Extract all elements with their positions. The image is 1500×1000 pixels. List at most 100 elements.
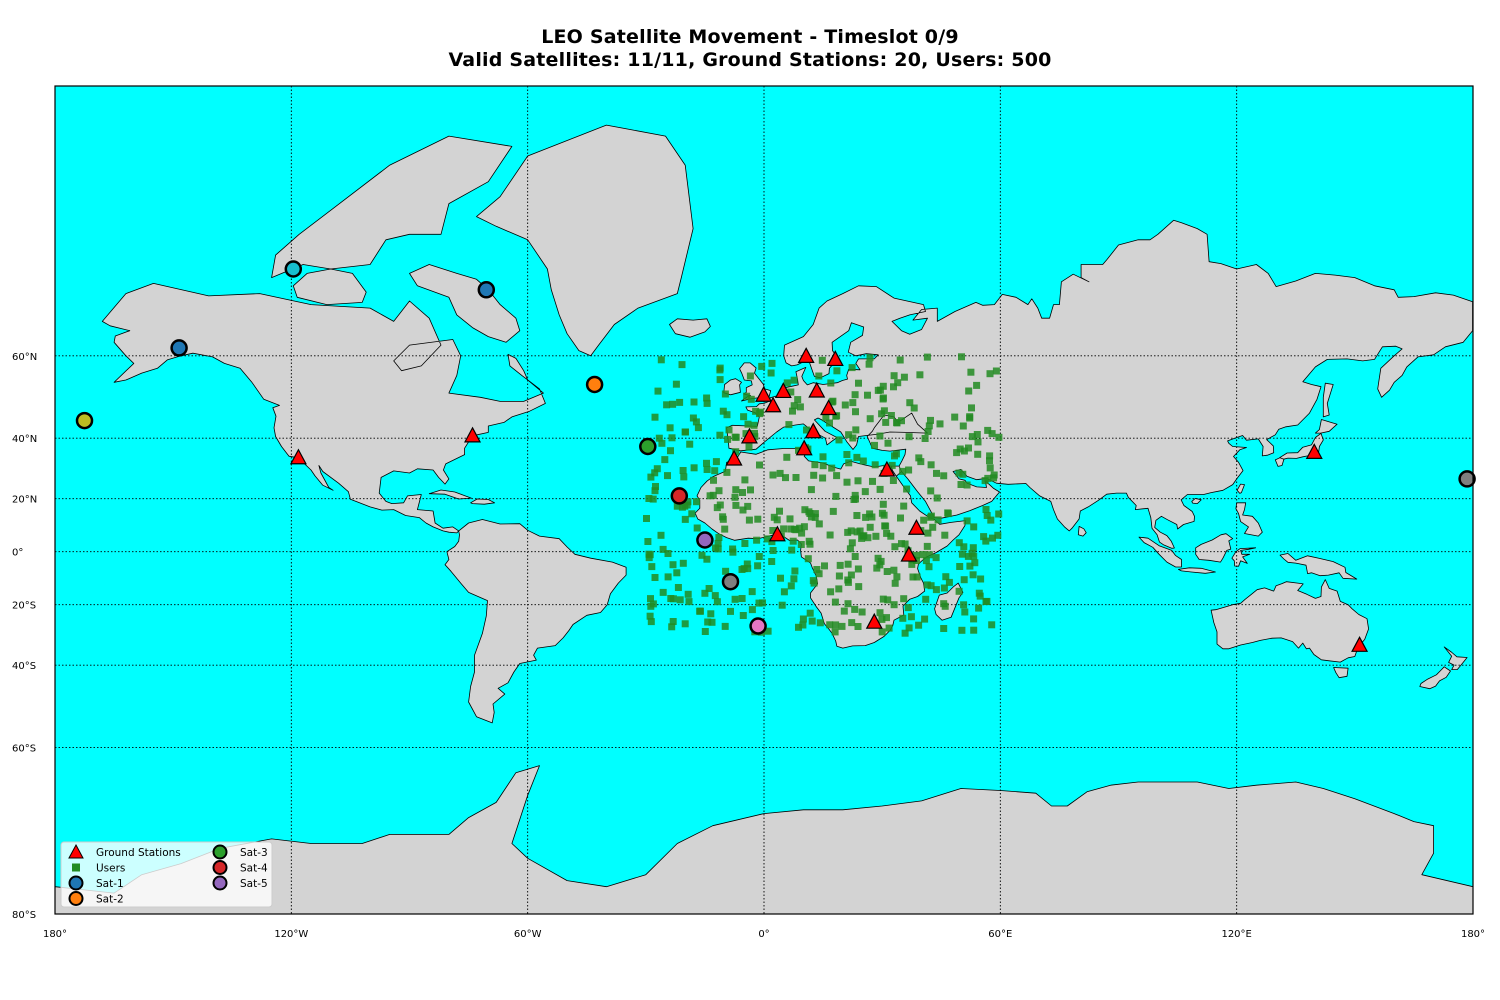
land-sakhalin bbox=[1322, 382, 1334, 418]
ground-station-marker bbox=[808, 381, 826, 398]
user-marker bbox=[673, 502, 681, 510]
user-marker bbox=[780, 588, 788, 596]
user-marker bbox=[829, 397, 837, 405]
ground-station-marker bbox=[1305, 443, 1323, 459]
user-marker bbox=[753, 536, 761, 544]
user-marker bbox=[649, 600, 657, 608]
lat-tick-label: 60°S bbox=[12, 744, 36, 755]
user-marker bbox=[651, 487, 659, 495]
land-south-america bbox=[444, 519, 627, 724]
lat-tick-label: 40°N bbox=[12, 434, 37, 445]
user-marker bbox=[690, 398, 698, 406]
user-marker bbox=[744, 565, 752, 573]
user-marker bbox=[805, 537, 813, 545]
user-marker bbox=[925, 422, 933, 430]
user-marker bbox=[960, 447, 968, 455]
land-sulawesi bbox=[1231, 547, 1256, 567]
ground-station-marker bbox=[797, 347, 815, 363]
land-australia bbox=[1210, 579, 1369, 663]
satellite-legend-icon bbox=[212, 875, 228, 891]
user-marker bbox=[827, 588, 835, 596]
user-marker bbox=[853, 512, 861, 519]
user-marker bbox=[783, 379, 791, 387]
lon-tick-label: 0° bbox=[758, 929, 769, 940]
user-marker bbox=[668, 434, 676, 442]
user-marker bbox=[868, 513, 876, 521]
user-marker bbox=[897, 514, 904, 522]
user-marker bbox=[879, 394, 887, 402]
user-marker bbox=[955, 587, 963, 595]
lat-tick-label: 20°S bbox=[12, 601, 36, 612]
user-marker bbox=[840, 607, 848, 615]
user-marker bbox=[969, 544, 977, 552]
user-marker bbox=[878, 628, 886, 636]
user-marker bbox=[787, 525, 795, 533]
user-marker bbox=[890, 372, 898, 380]
user-marker bbox=[663, 401, 671, 409]
user-marker bbox=[816, 619, 824, 627]
legend-label: Sat-4 bbox=[240, 863, 268, 875]
user-marker bbox=[992, 367, 1000, 375]
user-marker bbox=[752, 407, 760, 415]
ground-station-marker bbox=[795, 439, 813, 456]
ground-station-marker bbox=[826, 350, 844, 367]
satellite-marker bbox=[639, 437, 657, 456]
user-marker bbox=[955, 469, 963, 477]
user-marker bbox=[776, 507, 783, 515]
user-marker bbox=[891, 543, 899, 551]
user-marker bbox=[844, 560, 852, 568]
user-marker bbox=[790, 575, 798, 583]
user-marker bbox=[957, 481, 965, 488]
user-marker bbox=[797, 541, 805, 548]
user-marker bbox=[667, 447, 674, 455]
ground-station-marker bbox=[725, 449, 743, 466]
user-marker bbox=[768, 359, 776, 367]
user-marker bbox=[965, 387, 973, 395]
user-marker bbox=[742, 430, 750, 438]
user-marker bbox=[959, 422, 967, 430]
user-marker bbox=[732, 501, 740, 509]
user-marker bbox=[750, 421, 758, 429]
user-marker bbox=[739, 489, 746, 496]
land-tasmania bbox=[1333, 667, 1349, 679]
land-hispaniola bbox=[470, 498, 495, 505]
lon-tick-label: 180° bbox=[1461, 929, 1485, 940]
user-marker bbox=[833, 367, 841, 375]
satellite-legend-icon bbox=[68, 891, 84, 906]
user-marker bbox=[747, 395, 755, 403]
user-marker bbox=[777, 574, 784, 582]
user-marker bbox=[721, 622, 729, 630]
legend-label: Users bbox=[96, 863, 125, 875]
land-iceland bbox=[669, 318, 711, 338]
user-marker bbox=[986, 457, 993, 465]
user-marker bbox=[688, 510, 696, 518]
land-africa bbox=[694, 447, 967, 649]
user-marker bbox=[745, 516, 753, 524]
user-marker bbox=[986, 452, 994, 460]
user-marker bbox=[678, 361, 686, 369]
user-marker bbox=[871, 461, 879, 469]
satellite-marker bbox=[696, 531, 714, 549]
user-marker bbox=[714, 539, 722, 547]
user-marker bbox=[966, 413, 974, 421]
user-marker bbox=[859, 457, 867, 465]
user-marker bbox=[975, 604, 983, 612]
user-marker bbox=[716, 431, 724, 439]
user-marker bbox=[976, 592, 984, 600]
land-cuba bbox=[428, 489, 472, 500]
user-legend-icon bbox=[72, 863, 80, 872]
satellite-marker bbox=[670, 487, 689, 505]
ground-station-marker bbox=[289, 448, 307, 465]
land-greenland bbox=[476, 124, 694, 357]
user-marker bbox=[989, 534, 996, 542]
user-marker bbox=[819, 453, 827, 461]
user-marker bbox=[792, 474, 800, 481]
user-marker bbox=[792, 526, 800, 534]
user-marker bbox=[849, 434, 857, 442]
user-marker bbox=[756, 461, 763, 469]
user-marker bbox=[958, 550, 966, 558]
satellite-marker bbox=[284, 260, 303, 278]
user-marker bbox=[951, 413, 959, 421]
user-marker bbox=[925, 563, 933, 571]
user-marker bbox=[940, 584, 948, 592]
